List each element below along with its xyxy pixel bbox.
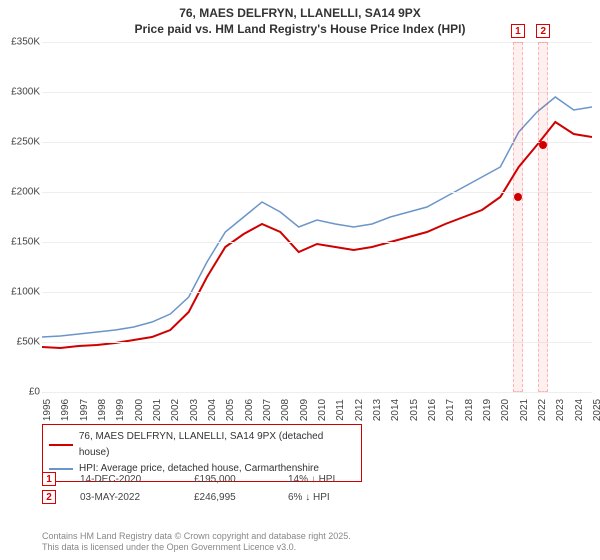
- x-tick-label: 1996: [60, 399, 71, 421]
- y-gridline: [42, 142, 592, 143]
- sale-price: £246,995: [194, 492, 264, 503]
- x-tick-label: 2009: [299, 399, 310, 421]
- x-tick-label: 2010: [317, 399, 328, 421]
- x-tick-label: 2019: [482, 399, 493, 421]
- y-gridline: [42, 242, 592, 243]
- y-gridline: [42, 342, 592, 343]
- sale-marker-flag: 1: [511, 24, 525, 38]
- sale-row-marker: 2: [42, 490, 56, 504]
- x-tick-label: 2025: [592, 399, 600, 421]
- sale-row: 1 14-DEC-2020 £195,000 14% ↓ HPI: [42, 470, 378, 488]
- x-tick-label: 2000: [134, 399, 145, 421]
- sale-dot: [514, 193, 522, 201]
- chart-lines: [42, 42, 592, 392]
- x-tick-label: 2024: [574, 399, 585, 421]
- x-tick-label: 2011: [335, 399, 346, 421]
- x-axis: 1995 1996 1997 1998 1999 2000 2001 2002 2003 2004…: [42, 392, 592, 420]
- sale-row-marker: 1: [42, 472, 56, 486]
- sale-price: £195,000: [194, 474, 264, 485]
- sale-marker-flag: 2: [536, 24, 550, 38]
- sales-table: 1 14-DEC-2020 £195,000 14% ↓ HPI 2 03-MAY-202…: [42, 470, 378, 506]
- sale-dot: [539, 141, 547, 149]
- x-tick-label: 2003: [189, 399, 200, 421]
- sale-date: 14-DEC-2020: [80, 474, 170, 485]
- x-tick-label: 2005: [225, 399, 236, 421]
- y-tick-label: £100K: [11, 287, 40, 298]
- x-tick-label: 1999: [115, 399, 126, 421]
- series-price_paid: [42, 122, 592, 348]
- y-tick-label: £350K: [11, 37, 40, 48]
- y-gridline: [42, 42, 592, 43]
- x-tick-label: 2020: [500, 399, 511, 421]
- x-tick-label: 2015: [409, 399, 420, 421]
- x-tick-label: 1998: [97, 399, 108, 421]
- x-tick-label: 2001: [152, 399, 163, 421]
- x-tick-label: 2014: [390, 399, 401, 421]
- x-tick-label: 1997: [79, 399, 90, 421]
- y-tick-label: £200K: [11, 187, 40, 198]
- sale-date: 03-MAY-2022: [80, 492, 170, 503]
- y-gridline: [42, 392, 592, 393]
- sale-diff: 14% ↓ HPI: [288, 474, 378, 485]
- x-tick-label: 1995: [42, 399, 53, 421]
- chart-container: 76, MAES DELFRYN, LLANELLI, SA14 9PX Pri…: [0, 0, 600, 560]
- x-tick-label: 2004: [207, 399, 218, 421]
- y-gridline: [42, 92, 592, 93]
- y-tick-label: £0: [29, 387, 40, 398]
- x-tick-label: 2002: [170, 399, 181, 421]
- footer-line2: This data is licensed under the Open Gov…: [42, 542, 351, 554]
- x-tick-label: 2018: [464, 399, 475, 421]
- legend-row: 76, MAES DELFRYN, LLANELLI, SA14 9PX (de…: [49, 429, 355, 461]
- x-tick-label: 2016: [427, 399, 438, 421]
- x-tick-label: 2013: [372, 399, 383, 421]
- x-tick-label: 2008: [280, 399, 291, 421]
- y-tick-label: £300K: [11, 87, 40, 98]
- y-tick-label: £50K: [17, 337, 40, 348]
- x-tick-label: 2006: [244, 399, 255, 421]
- sale-marker-band: [538, 42, 548, 392]
- x-tick-label: 2007: [262, 399, 273, 421]
- plot-area: £0£50K£100K£150K£200K£250K£300K£350K 199…: [42, 42, 592, 392]
- footer-line1: Contains HM Land Registry data © Crown c…: [42, 531, 351, 543]
- series-hpi: [42, 97, 592, 337]
- x-tick-label: 2017: [445, 399, 456, 421]
- x-tick-label: 2022: [537, 399, 548, 421]
- x-tick-label: 2012: [354, 399, 365, 421]
- y-gridline: [42, 192, 592, 193]
- sale-marker-band: [513, 42, 523, 392]
- y-gridline: [42, 292, 592, 293]
- title-address: 76, MAES DELFRYN, LLANELLI, SA14 9PX: [0, 6, 600, 22]
- x-tick-label: 2021: [519, 399, 530, 421]
- sale-row: 2 03-MAY-2022 £246,995 6% ↓ HPI: [42, 488, 378, 506]
- y-tick-label: £150K: [11, 237, 40, 248]
- legend-swatch: [49, 444, 73, 446]
- legend-label: 76, MAES DELFRYN, LLANELLI, SA14 9PX (de…: [79, 429, 355, 461]
- x-tick-label: 2023: [555, 399, 566, 421]
- sale-diff: 6% ↓ HPI: [288, 492, 378, 503]
- y-tick-label: £250K: [11, 137, 40, 148]
- footer-attribution: Contains HM Land Registry data © Crown c…: [42, 531, 351, 554]
- y-axis: £0£50K£100K£150K£200K£250K£300K£350K: [0, 42, 42, 392]
